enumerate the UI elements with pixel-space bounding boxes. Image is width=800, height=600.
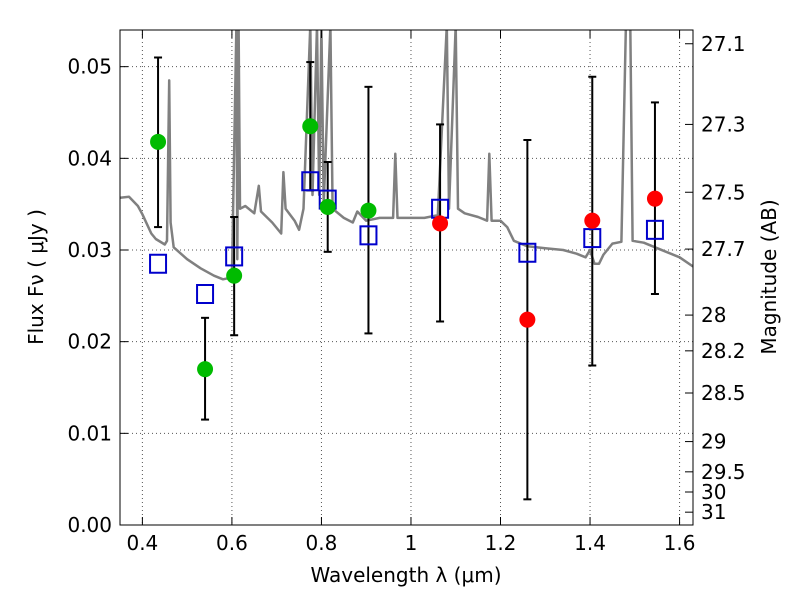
model-spectrum-line [120, 30, 693, 281]
y-tick-label: 0.01 [67, 421, 112, 445]
observed-red-point [432, 215, 449, 232]
x-axis-title: Wavelength λ (μm) [310, 563, 501, 587]
y2-tick-label: 29.5 [701, 460, 746, 484]
y2-tick-label: 27.7 [701, 237, 746, 261]
model-photometry-square [359, 225, 378, 246]
observed-red-point [584, 212, 601, 229]
model-photometry-square [645, 219, 664, 240]
x-tick-label: 1.6 [664, 531, 696, 555]
x-tick-label: 0.4 [126, 531, 158, 555]
x-tick-label: 0.8 [306, 531, 338, 555]
y2-tick-label: 28 [701, 303, 726, 327]
y-tick-label: 0.05 [67, 55, 112, 79]
observed-green-point [302, 118, 319, 135]
observed-green-point [360, 202, 377, 219]
y2-tick-label: 27.5 [701, 180, 746, 204]
y2-axis-title: Magnitude (AB) [757, 199, 781, 354]
y-axis-left: 0.00 0.01 0.02 0.03 0.04 0.05 [67, 55, 128, 537]
y2-tick-label: 29 [701, 430, 726, 454]
observed-green-point [226, 267, 243, 284]
y2-tick-label: 31 [701, 500, 726, 524]
x-tick-label: 0.6 [216, 531, 248, 555]
model-photometry-square [196, 284, 215, 304]
x-tick-label: 1 [405, 531, 418, 555]
y2-tick-label: 27.3 [701, 112, 746, 136]
model-photometry-square [583, 228, 602, 249]
observed-green-point [197, 361, 214, 378]
x-axis: 0.4 0.6 0.8 1 1.2 1.4 1.6 [126, 30, 695, 555]
y2-tick-label: 27.1 [701, 32, 746, 56]
y2-tick-label: 30 [701, 480, 726, 504]
observed-green-point [150, 133, 167, 150]
y-tick-label: 0.00 [67, 513, 112, 537]
plot-frame [119, 29, 694, 526]
x-tick-label: 1.4 [574, 531, 606, 555]
grid-lines [120, 30, 693, 526]
y-axis-title: Flux Fν ( μJy ) [24, 209, 48, 345]
y2-tick-label: 28.5 [701, 381, 746, 405]
x-tick-label: 1.2 [485, 531, 517, 555]
y-tick-label: 0.02 [67, 330, 112, 354]
observed-green-point [319, 198, 336, 215]
observed-red-point [519, 311, 536, 328]
model-photometry-square [301, 171, 320, 192]
model-photometry-square [149, 253, 168, 274]
observed-red-point [646, 190, 663, 207]
y2-tick-label: 28.2 [701, 339, 746, 363]
plot-area [120, 30, 693, 501]
y-tick-label: 0.04 [67, 146, 112, 170]
y-tick-label: 0.03 [67, 238, 112, 262]
model-photometry-square [518, 242, 537, 263]
model-photometry-square [225, 246, 244, 267]
